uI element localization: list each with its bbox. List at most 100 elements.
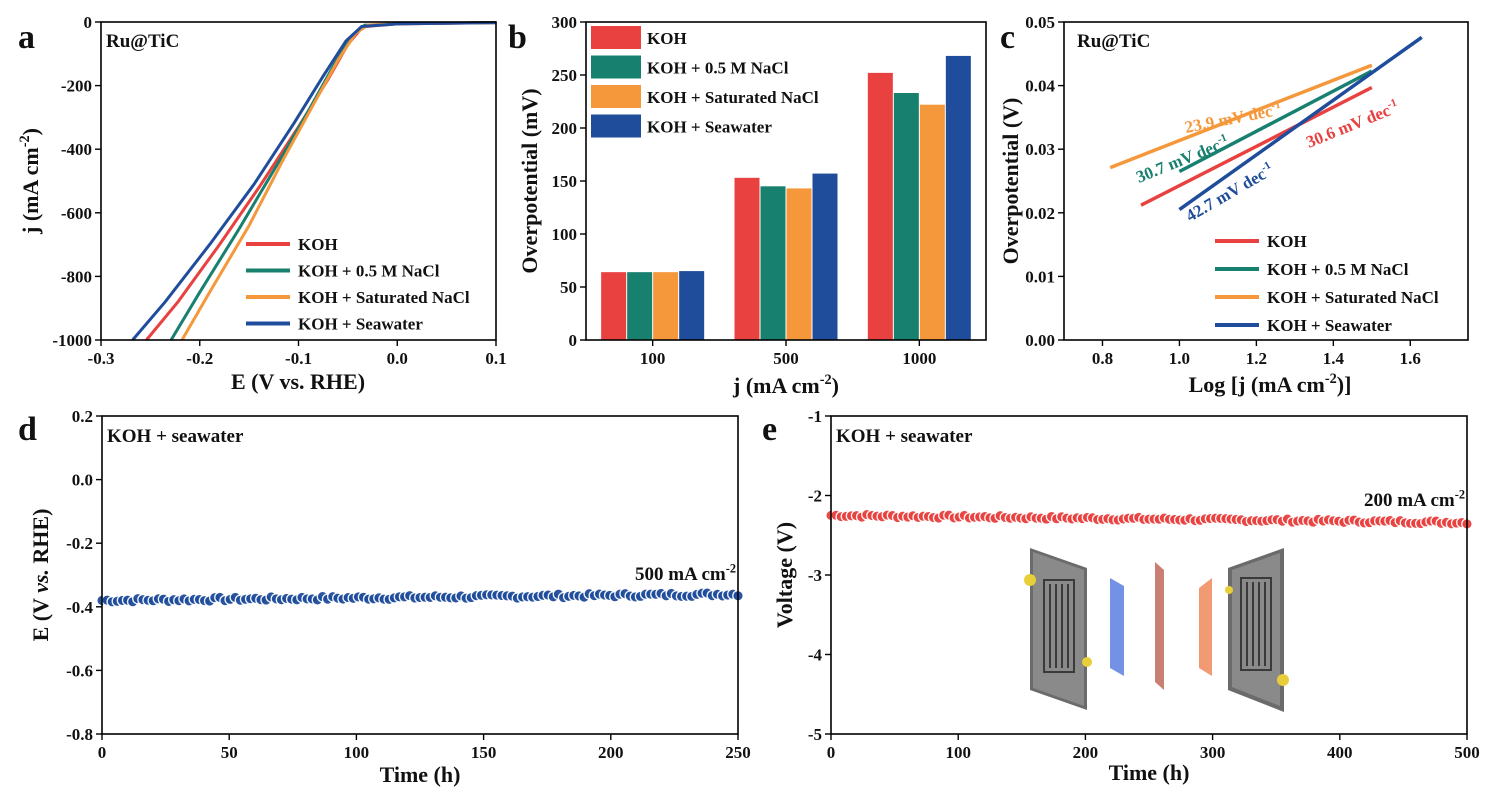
- bar-1000-2: [919, 104, 945, 341]
- panel-e-xlabel: Time (h): [1109, 760, 1190, 785]
- panel-a-legend-label: KOH + Seawater: [298, 315, 423, 334]
- panel-c-tafel-chart: 0.8 1.0 1.2 1.4 1.6 0.00 0.01 0.02 0.03 0.04 0.05 R…: [998, 13, 1469, 397]
- panel-letter-e: e: [762, 411, 777, 448]
- panel-e-annotation: KOH + seawater: [836, 426, 973, 447]
- panel-a-ytick-label: -600: [61, 204, 92, 223]
- panel-e-xtick-label: 400: [1327, 743, 1353, 762]
- panel-a-legend-label: KOH + 0.5 M NaCl: [298, 262, 440, 281]
- panel-e-current-label-main: 200 mA cm: [1364, 490, 1455, 511]
- panel-e-ytick-label: -4: [808, 646, 823, 665]
- panel-d-xtick-label: 250: [725, 743, 751, 762]
- panel-b-legend-label: KOH + Seawater: [647, 118, 772, 137]
- panel-a-xtick-label: 0.0: [387, 349, 408, 368]
- panel-c-ytick-label: 0.03: [1025, 140, 1055, 159]
- panel-letter-c: c: [1000, 19, 1015, 56]
- panel-d-xlabel: Time (h): [380, 762, 461, 787]
- panel-e-xtick-label: 200: [1073, 743, 1099, 762]
- panel-e-frame: [830, 415, 1468, 735]
- panel-c-xlabel-main: Log [j (mA cm: [1189, 372, 1325, 397]
- panel-letter-d: d: [18, 411, 37, 448]
- panel-a-xtick-label: -0.3: [88, 349, 115, 368]
- tafel-slope-label-main: 30.7 mV dec: [1133, 136, 1223, 187]
- panel-letter-b: b: [508, 19, 527, 56]
- panel-b-legend-label: KOH: [647, 29, 687, 48]
- panel-d-ytick-label: -0.6: [66, 661, 93, 680]
- panel-d-ytick-label: -0.8: [66, 725, 93, 744]
- panel-b-xlabel-main: j (mA cm: [732, 373, 820, 398]
- panel-a-legend-label: KOH: [298, 235, 338, 254]
- panel-b-legend-swatch: [591, 26, 641, 49]
- panel-d-ytick-label: 0.2: [72, 407, 93, 426]
- panel-b-ytick-label: 0: [569, 331, 578, 350]
- tafel-line: [1109, 63, 1373, 170]
- panel-b-legend-label: KOH + 0.5 M NaCl: [647, 59, 789, 78]
- panel-c-legend-label: KOH: [1267, 232, 1307, 251]
- panel-a-xtick-label: -0.1: [285, 349, 312, 368]
- panel-c-legend-label: KOH + 0.5 M NaCl: [1267, 260, 1409, 279]
- panel-b-ytick-label: 100: [552, 225, 578, 244]
- panel-d-xtick-label: 200: [598, 743, 624, 762]
- panel-c-annotation: Ru@TiC: [1077, 31, 1150, 52]
- tafel-slope-label: 23.9 mV dec-1: [1183, 99, 1283, 137]
- panel-b-xlabel-sup: -2: [820, 372, 832, 388]
- tafel-line: [1178, 35, 1423, 212]
- panel-b-ytick-label: 150: [552, 172, 578, 191]
- bar-500-0: [734, 177, 760, 340]
- panel-c-ytick-label: 0.05: [1025, 13, 1055, 32]
- panel-a-xlabel: E (V vs. RHE): [231, 369, 365, 394]
- panel-e-ytick-label: -3: [808, 566, 822, 585]
- panel-b-legend-swatch: [591, 114, 641, 138]
- tafel-slope-label-main: 42.7 mV dec: [1183, 164, 1270, 225]
- panel-e-xtick-label: 0: [827, 743, 836, 762]
- panel-a-ylabel-tail: ): [18, 128, 43, 135]
- panel-d-ylabel: E (V vs. RHE): [28, 509, 53, 642]
- panel-d-current-label: 500 mA cm-2: [635, 561, 736, 585]
- bar-1000-0: [867, 72, 893, 340]
- panel-c-xtick-label: 1.0: [1169, 349, 1190, 368]
- panel-e-stability-chart: 0 100 200 300 400 500 -1 -2 -3 -4 -5 KOH + seawater…: [772, 407, 1480, 785]
- panel-c-ytick-label: 0.01: [1025, 267, 1055, 286]
- panel-b-legend-label: KOH + Saturated NaCl: [647, 88, 819, 107]
- bar-100-1: [627, 272, 653, 340]
- panel-b-xtick-label: 1000: [902, 349, 936, 368]
- panel-d-xtick-label: 150: [471, 743, 497, 762]
- tafel-slope-label-main: 23.9 mV dec: [1183, 101, 1274, 137]
- tafel-slope-label-sup: -1: [1386, 97, 1399, 112]
- panel-d-ylabel-b: RHE): [28, 509, 53, 570]
- panel-e-xtick-label: 100: [945, 743, 971, 762]
- tafel-slope-label: 30.6 mV dec-1: [1303, 97, 1401, 152]
- panel-a-xtick-label: -0.2: [186, 349, 213, 368]
- panel-b-ytick-label: 50: [560, 278, 577, 297]
- tafel-slope-label-sup: -1: [1216, 132, 1229, 147]
- bar-100-2: [653, 272, 679, 340]
- panel-e-ylabel: Voltage (V): [772, 522, 797, 628]
- panel-c-xlabel-sup: -2: [1325, 371, 1337, 387]
- panel-c-xtick-label: 1.4: [1323, 349, 1345, 368]
- panel-e-current-label: 200 mA cm-2: [1364, 487, 1465, 511]
- panel-d-ylabel-vs: vs.: [28, 569, 53, 593]
- tafel-slope-label: 42.7 mV dec-1: [1182, 159, 1277, 225]
- panel-b-legend-swatch: [591, 55, 641, 79]
- panel-b-ytick-label: 300: [552, 13, 578, 32]
- panel-b-xlabel: j (mA cm-2): [732, 372, 839, 398]
- panel-a-ytick-label: -1000: [52, 331, 92, 350]
- panel-b-xlabel-tail: ): [832, 373, 839, 398]
- panel-a-xtick-label: 0.1: [485, 349, 506, 368]
- panel-c-xlabel-tail: )]: [1337, 372, 1352, 397]
- panel-c-ytick-label: 0.04: [1025, 77, 1055, 96]
- panel-d-annotation: KOH + seawater: [107, 426, 244, 447]
- panel-a-ylabel-main: j (mA cm: [18, 147, 43, 235]
- panel-a-ytick-label: -800: [61, 267, 92, 286]
- panel-d-ylabel-a: E (V: [28, 593, 53, 642]
- bar-1000-1: [893, 93, 919, 341]
- panel-d-stability-chart: 0 50 100 150 200 250 0.2 0.0 -0.2 -0.4 -0.6 -0.8 KOH…: [28, 407, 751, 787]
- panel-a-annotation: Ru@TiC: [106, 31, 179, 52]
- panel-b-ylabel: Overpotential (mV): [517, 88, 542, 273]
- panel-c-frame: [1063, 21, 1469, 341]
- panel-e-ytick-label: -5: [808, 725, 822, 744]
- electrolyzer-illustration: [1024, 548, 1289, 712]
- panel-d-xtick-label: 100: [344, 743, 370, 762]
- lsv-line-koh-seawater: [131, 21, 497, 341]
- panel-c-legend-label: KOH + Saturated NaCl: [1267, 288, 1439, 307]
